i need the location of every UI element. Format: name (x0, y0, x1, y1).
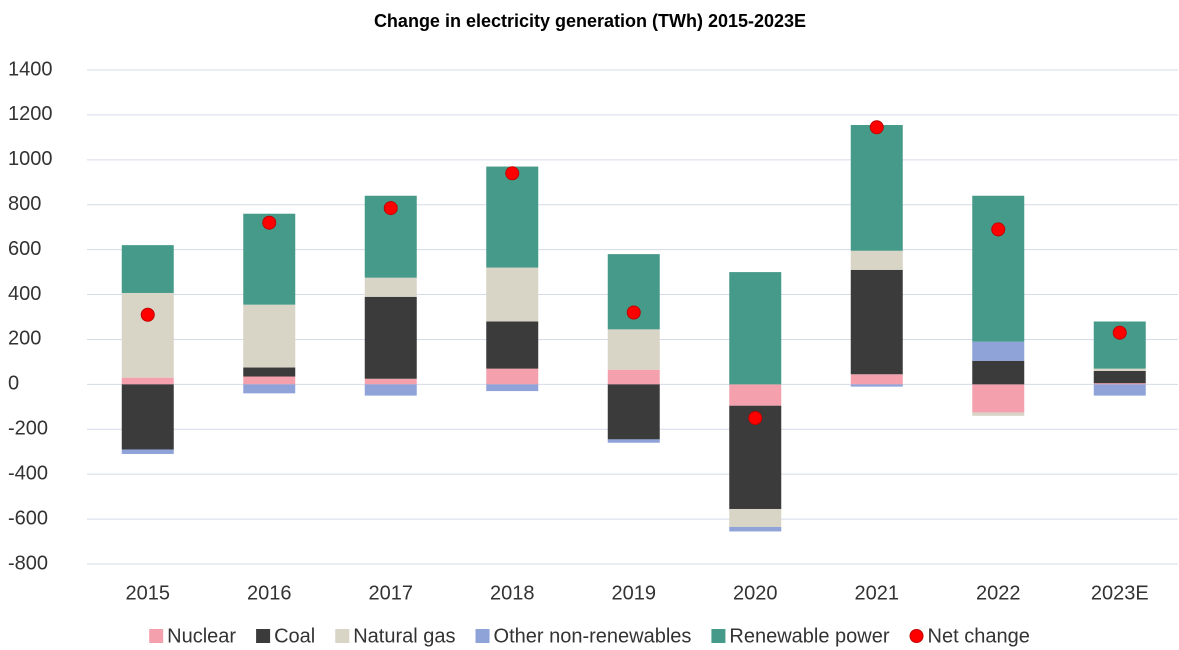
y-tick-label: 400 (8, 283, 41, 305)
net-change-dot (991, 222, 1006, 237)
bar-segment (121, 377, 174, 385)
bar-segment (364, 378, 417, 385)
y-tick-label: -800 (8, 552, 48, 574)
net-change-dot (140, 307, 155, 322)
net-change-dot (505, 166, 520, 181)
y-tick-label: 600 (8, 238, 41, 260)
y-tick-label: 800 (8, 193, 41, 215)
bar-segment (607, 369, 660, 385)
bar-segment (1093, 383, 1146, 385)
bar-segment (972, 341, 1025, 361)
x-tick-label: 2016 (247, 582, 292, 604)
bar-segment (486, 321, 539, 369)
net-change-dot (383, 201, 398, 216)
y-tick-label: 0 (8, 373, 19, 395)
legend-label: Coal (274, 625, 315, 647)
legend-label: Nuclear (167, 625, 236, 647)
net-change-dot (748, 411, 763, 426)
x-tick-label: 2023E (1091, 582, 1149, 604)
chart-title: Change in electricity generation (TWh) 2… (374, 11, 806, 31)
bar-segment (121, 245, 174, 293)
legend-marker (149, 629, 164, 643)
bar-segment (486, 267, 539, 322)
bar-segment (364, 296, 417, 379)
bar-segment (1093, 370, 1146, 384)
y-tick-label: 1200 (8, 103, 53, 125)
bar-segment (121, 292, 174, 378)
bar-segment (121, 384, 174, 450)
y-tick-label: -400 (8, 462, 48, 484)
bar-segment (972, 360, 1025, 385)
x-tick-label: 2021 (855, 582, 900, 604)
bar-segment (972, 195, 1025, 342)
bar-segment (1093, 384, 1146, 396)
bar-segment (607, 439, 660, 443)
legend-marker (256, 629, 271, 643)
x-tick-label: 2022 (976, 582, 1021, 604)
bar-segment (850, 269, 903, 375)
legend-label: Other non-renewables (494, 625, 692, 647)
legend-marker (909, 629, 924, 643)
bar-segment (364, 384, 417, 396)
bar-segment (972, 384, 1025, 413)
y-tick-label: 1400 (8, 58, 53, 80)
bar-segment (243, 384, 296, 394)
legend-marker (335, 629, 350, 643)
bar-segment (729, 384, 782, 406)
bar-segment (850, 125, 903, 251)
x-tick-label: 2019 (612, 582, 657, 604)
x-tick-label: 2017 (369, 582, 414, 604)
bar-segment (364, 277, 417, 297)
net-change-dot (626, 305, 641, 320)
x-tick-label: 2015 (126, 582, 171, 604)
x-tick-label: 2018 (490, 582, 535, 604)
y-tick-label: -600 (8, 507, 48, 529)
net-change-dot (1112, 325, 1127, 340)
bar-segment (850, 384, 903, 387)
y-tick-label: 200 (8, 328, 41, 350)
bar-segment (121, 449, 174, 454)
legend-label: Renewable power (729, 625, 889, 647)
bar-segment (243, 304, 296, 368)
bar-segment (486, 368, 539, 385)
bar-segment (607, 329, 660, 370)
y-tick-label: -200 (8, 418, 48, 440)
x-tick-label: 2020 (733, 582, 778, 604)
legend-label: Natural gas (353, 625, 455, 647)
bar-segment (972, 412, 1025, 416)
bar-segment (1093, 368, 1146, 371)
bar-segment (243, 367, 296, 377)
legend-label: Net change (928, 625, 1030, 647)
bar-segment (729, 272, 782, 385)
bar-segment (243, 376, 296, 385)
bar-segment (850, 250, 903, 270)
legend-marker (711, 629, 726, 643)
y-tick-label: 1000 (8, 148, 53, 170)
net-change-dot (869, 120, 884, 135)
bar-segment (486, 166, 539, 268)
bar-segment (486, 384, 539, 392)
net-change-dot (262, 215, 277, 230)
bar-segment (607, 384, 660, 440)
bar-segment (729, 508, 782, 527)
legend-marker (475, 629, 490, 643)
bar-segment (850, 374, 903, 385)
bar-segment (729, 526, 782, 532)
